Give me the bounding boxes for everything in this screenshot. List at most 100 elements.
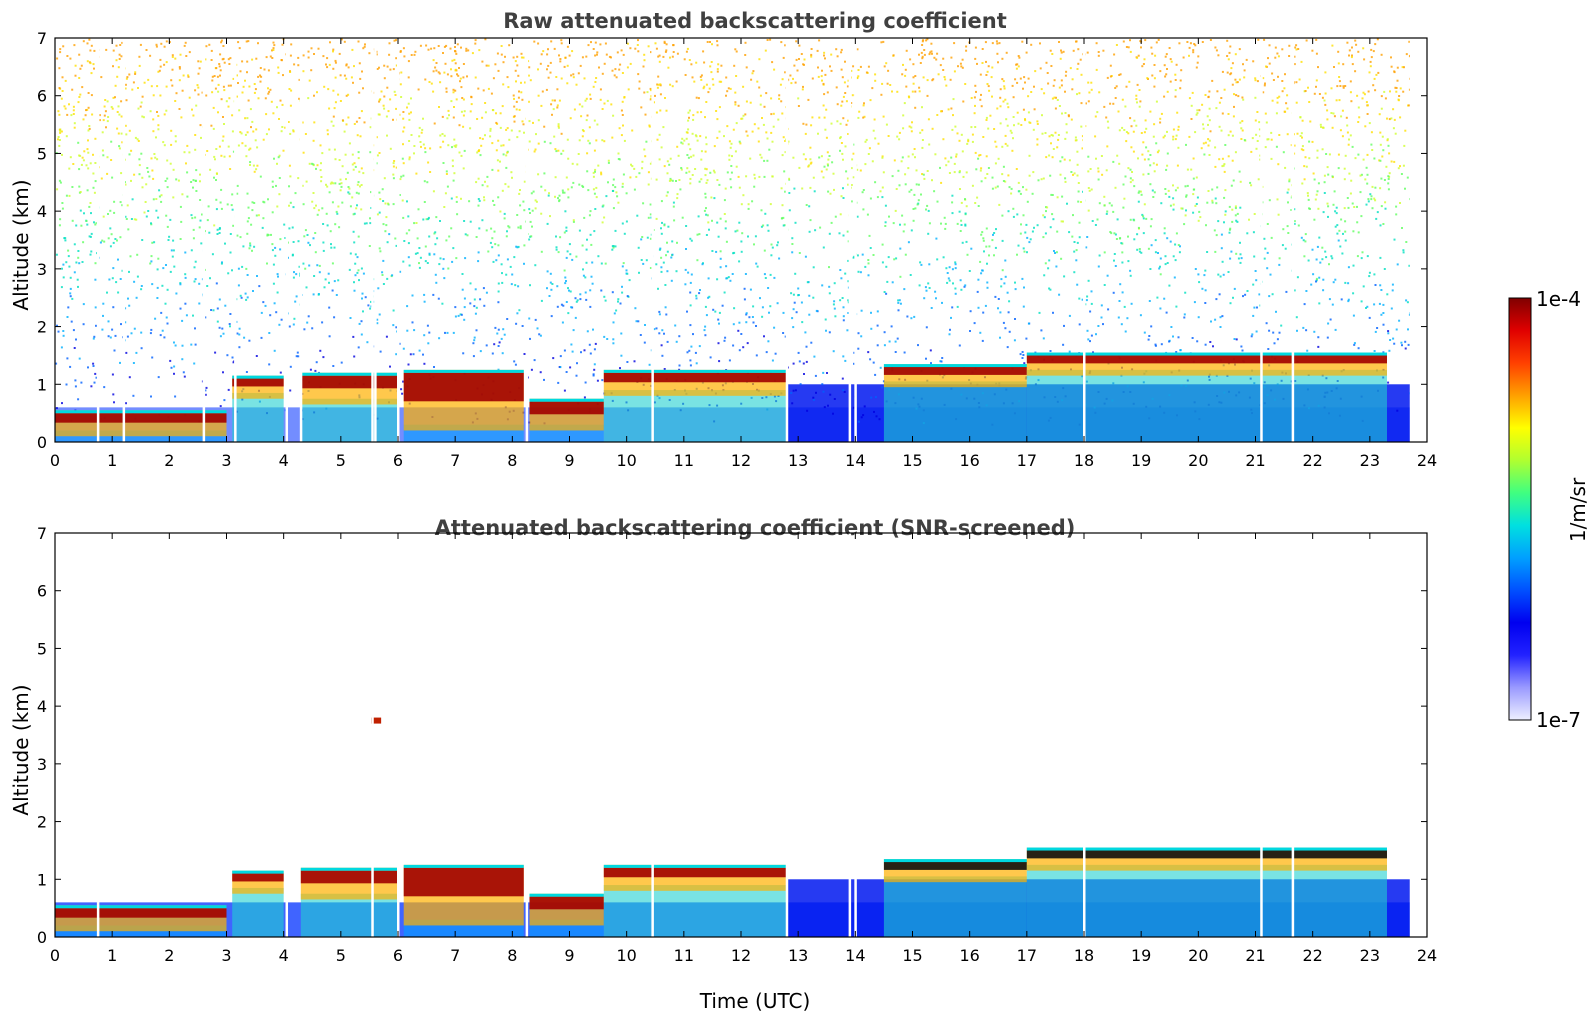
x-tick-label: 16 (959, 451, 979, 470)
data-gap (96, 38, 100, 442)
panel-title-screened: Attenuated backscattering coefficient (S… (435, 516, 1076, 540)
raw-backscatter-axes: 0 1 2 3 4 5 6 7 8 9 10 11 12 13 14 15 16 17 18 19 20 21 22 23 24… (37, 29, 1437, 470)
x-tick-label: 2 (164, 451, 174, 470)
y-axis-label-raw: Altitude (km) (9, 179, 33, 310)
x-tick-label: 17 (1017, 946, 1037, 965)
data-gap (397, 533, 400, 937)
x-tick-label: 10 (616, 451, 636, 470)
cloud-layer (232, 375, 284, 442)
x-tick-label: 1 (107, 946, 117, 965)
x-tick-label: 14 (845, 451, 865, 470)
x-tick-label: 12 (731, 451, 751, 470)
x-tick-label: 16 (959, 946, 979, 965)
data-gap (96, 533, 100, 937)
cloud-layer (403, 864, 524, 937)
y-tick-label: 3 (37, 755, 47, 774)
x-tick-label: 9 (564, 946, 574, 965)
x-tick-label: 14 (845, 946, 865, 965)
data-gap (299, 38, 303, 442)
cloud-layer (1026, 847, 1387, 937)
x-tick-label: 23 (1360, 946, 1380, 965)
raw-backscatter-plot-area (55, 38, 1427, 442)
data-gap (1291, 533, 1295, 937)
cloud-layer (603, 864, 787, 937)
y-tick-label: 0 (37, 928, 47, 947)
x-tick-label: 19 (1131, 946, 1151, 965)
cloud-layer (403, 369, 524, 442)
x-tick-label: 11 (674, 946, 694, 965)
data-gap (1260, 533, 1263, 937)
y-tick-label: 7 (37, 524, 47, 543)
data-gap (525, 533, 529, 937)
y-tick-label: 6 (37, 582, 47, 601)
colorbar-unit-label: 1/m/sr (1566, 477, 1590, 542)
x-tick-label: 3 (221, 946, 231, 965)
x-tick-label: 8 (507, 946, 517, 965)
y-axis-label-screened: Altitude (km) (9, 684, 33, 815)
y-tick-label: 7 (37, 29, 47, 48)
data-gap (374, 38, 377, 442)
cloud-layer (1026, 352, 1387, 442)
x-tick-label: 13 (788, 451, 808, 470)
x-tick-label: 11 (674, 451, 694, 470)
y-tick-label: 4 (37, 202, 47, 221)
data-gap (371, 533, 374, 937)
x-tick-label: 5 (336, 946, 346, 965)
data-gap (1083, 38, 1086, 442)
data-gap (202, 38, 206, 442)
y-tick-label: 6 (37, 87, 47, 106)
x-tick-label: 12 (731, 946, 751, 965)
data-gap (1291, 38, 1295, 442)
x-tick-label: 22 (1302, 946, 1322, 965)
y-tick-label: 1 (37, 375, 47, 394)
cloud-layer (603, 369, 787, 442)
x-tick-label: 22 (1302, 451, 1322, 470)
data-gap (651, 38, 654, 442)
x-tick-label: 20 (1188, 946, 1208, 965)
x-tick-label: 20 (1188, 451, 1208, 470)
data-gap (285, 38, 289, 442)
x-tick-label: 24 (1417, 946, 1437, 965)
colorbar-min-label: 1e-7 (1536, 708, 1581, 732)
cloud-layer (883, 859, 1027, 937)
x-tick-label: 0 (50, 946, 60, 965)
x-tick-label: 15 (902, 451, 922, 470)
x-tick-label: 15 (902, 946, 922, 965)
y-tick-label: 3 (37, 260, 47, 279)
colorbar: 1e-4 1e-7 1/m/sr (1508, 287, 1590, 732)
data-gap (785, 38, 789, 442)
x-tick-label: 13 (788, 946, 808, 965)
y-tick-label: 4 (37, 697, 47, 716)
x-tick-label: 1 (107, 451, 117, 470)
raw-backscatter-panel: Raw attenuated backscattering coefficien… (9, 9, 1437, 470)
x-tick-label: 4 (279, 451, 289, 470)
data-gap (848, 533, 852, 937)
x-tick-label: 21 (1245, 946, 1265, 965)
data-gap (1083, 533, 1086, 937)
cloud-layer (300, 867, 398, 937)
x-tick-label: 24 (1417, 451, 1437, 470)
cloud-layer (883, 364, 1027, 442)
no-data-region (1409, 533, 1427, 937)
x-tick-label: 10 (616, 946, 636, 965)
data-gap (785, 533, 789, 937)
x-tick-label: 2 (164, 946, 174, 965)
data-gap (854, 533, 857, 937)
colorbar-gradient (1508, 297, 1532, 721)
isolated-feature (371, 717, 382, 724)
panel-title-raw: Raw attenuated backscattering coefficien… (503, 9, 1007, 33)
snr-screened-plot-area (55, 533, 1427, 937)
y-tick-label: 0 (37, 433, 47, 452)
x-tick-label: 4 (279, 946, 289, 965)
data-gap (848, 38, 852, 442)
cloud-layer (300, 372, 398, 442)
cloud-layer (529, 398, 604, 442)
data-gap (525, 38, 529, 442)
y-tick-label: 1 (37, 870, 47, 889)
x-tick-label: 6 (393, 946, 403, 965)
x-tick-label: 18 (1074, 946, 1094, 965)
cloud-layer (232, 870, 284, 937)
data-gap (234, 38, 237, 442)
x-tick-label: 0 (50, 451, 60, 470)
no-data-region (1409, 38, 1427, 442)
